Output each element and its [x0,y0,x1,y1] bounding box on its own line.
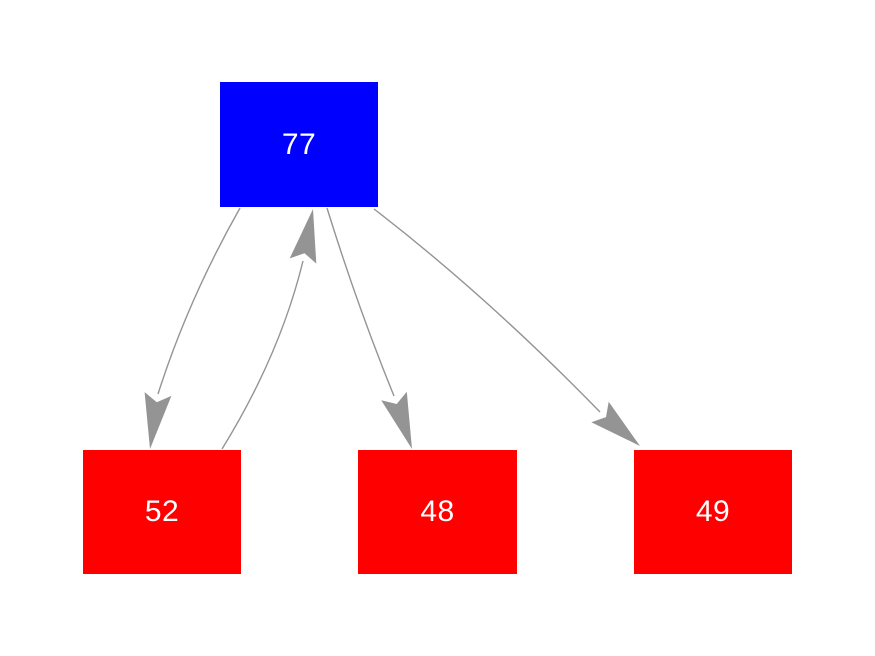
edge-line [326,207,395,397]
node-52: 52 [83,450,241,574]
edge-77-to-48 [326,207,412,449]
node-49: 49 [634,450,792,574]
edge-line [221,260,304,450]
edge-77-to-52 [144,207,241,449]
node-label: 52 [144,495,180,528]
arrowhead-up-icon [289,209,317,264]
arrowhead-down-icon [144,392,172,449]
node-48: 48 [358,450,517,574]
arrowhead-down-right-icon [591,401,640,446]
node-label: 77 [281,127,317,161]
edge-77-to-49 [373,208,640,446]
edge-line [373,208,601,413]
arrowhead-down-icon [381,391,412,449]
edge-52-to-77 [221,209,317,450]
node-77: 77 [220,82,378,207]
edge-line [157,207,241,395]
node-label: 48 [420,495,455,528]
node-label: 49 [695,495,731,528]
